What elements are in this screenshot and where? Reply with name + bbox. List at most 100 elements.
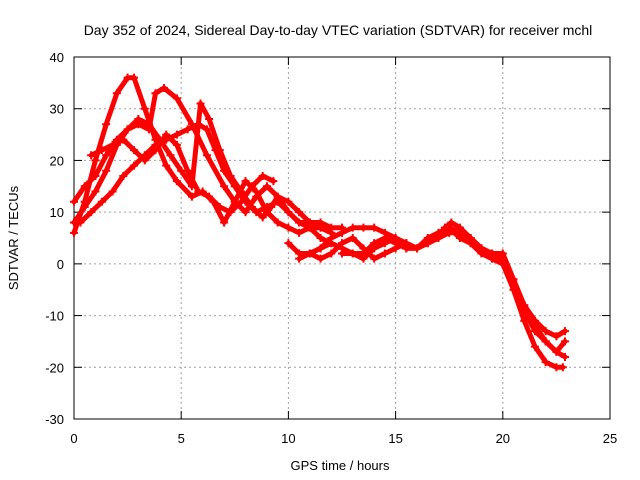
data-point <box>262 182 271 191</box>
data-point <box>70 228 78 237</box>
data-point <box>338 249 346 258</box>
data-point <box>520 316 529 325</box>
data-point <box>187 192 196 201</box>
data-point <box>80 202 89 211</box>
data-point <box>359 244 368 253</box>
data-point <box>558 363 567 372</box>
data-point <box>258 213 267 222</box>
series-layer <box>70 73 569 372</box>
data-point <box>134 115 143 124</box>
y-axis-label: SDTVAR / TECUs <box>6 185 21 290</box>
data-point <box>162 130 171 139</box>
data-point <box>258 171 267 180</box>
data-point <box>194 120 203 129</box>
data-point <box>316 254 325 263</box>
data-point <box>359 223 368 232</box>
data-point <box>183 166 192 175</box>
data-point <box>91 156 100 165</box>
data-point <box>130 146 139 155</box>
data-point <box>252 208 261 217</box>
data-point <box>370 223 379 232</box>
x-axis-label: GPS time / hours <box>291 458 390 473</box>
data-point <box>130 73 139 82</box>
data-point <box>211 146 220 155</box>
x-tick-label: 25 <box>603 431 617 446</box>
data-point <box>241 177 250 186</box>
x-tick-label: 15 <box>388 431 402 446</box>
series-line-sat-i <box>339 225 568 339</box>
data-point <box>348 234 357 242</box>
data-point <box>477 249 486 258</box>
data-point <box>247 182 256 191</box>
data-point <box>295 218 304 227</box>
data-point <box>273 218 282 227</box>
x-tick-label: 20 <box>496 431 510 446</box>
y-tick-label: 30 <box>50 102 64 117</box>
data-point <box>202 151 211 160</box>
data-point <box>423 239 432 248</box>
data-point <box>370 244 379 253</box>
data-point <box>295 208 304 217</box>
data-point <box>327 249 336 258</box>
data-point <box>284 223 293 232</box>
data-point <box>226 208 235 217</box>
y-tick-label: 0 <box>57 257 64 272</box>
x-tick-label: 10 <box>281 431 295 446</box>
data-point <box>560 352 569 361</box>
data-point <box>391 244 400 253</box>
x-tick-label: 0 <box>70 431 77 446</box>
data-point <box>160 84 169 93</box>
data-point <box>316 234 325 242</box>
x-axis-ticks: 0 5 10 15 20 25 <box>70 57 617 446</box>
data-point <box>91 187 100 196</box>
data-point <box>530 342 539 351</box>
data-point <box>112 89 121 98</box>
data-point <box>391 234 400 242</box>
data-point <box>70 197 78 206</box>
data-point <box>520 301 529 310</box>
data-point <box>194 187 203 196</box>
data-point <box>316 244 325 253</box>
data-point <box>162 161 171 170</box>
data-point <box>108 140 117 149</box>
data-point <box>316 223 325 232</box>
data-point <box>380 239 389 248</box>
data-point <box>305 249 314 258</box>
data-point <box>87 208 96 217</box>
data-point <box>196 99 205 108</box>
data-point <box>284 208 293 217</box>
y-tick-label: 40 <box>50 50 64 65</box>
data-point <box>348 249 357 258</box>
data-point <box>97 146 106 155</box>
data-point <box>172 140 181 149</box>
data-point <box>541 358 550 367</box>
data-point <box>252 192 261 201</box>
plot-frame <box>73 56 611 420</box>
data-point <box>130 161 139 170</box>
data-point <box>262 202 271 211</box>
data-point <box>305 223 314 232</box>
data-point <box>488 254 497 263</box>
data-point <box>140 104 149 113</box>
data-point <box>202 125 211 134</box>
data-point <box>205 192 214 201</box>
data-point <box>466 239 475 248</box>
data-point <box>560 337 569 346</box>
data-point <box>530 327 539 336</box>
data-point <box>530 316 539 325</box>
data-point <box>338 239 346 248</box>
data-point <box>327 239 336 248</box>
data-point <box>215 202 224 211</box>
data-point <box>498 249 507 258</box>
data-point <box>183 125 192 134</box>
data-point <box>269 177 278 186</box>
data-point <box>447 218 456 227</box>
y-axis-ticks: -30 -20 -10 0 10 20 30 40 <box>45 50 610 427</box>
y-tick-label: -20 <box>45 360 64 375</box>
data-point <box>241 208 250 217</box>
data-point <box>102 151 111 160</box>
data-point <box>205 115 214 124</box>
data-point <box>541 327 550 336</box>
data-point <box>102 166 111 175</box>
